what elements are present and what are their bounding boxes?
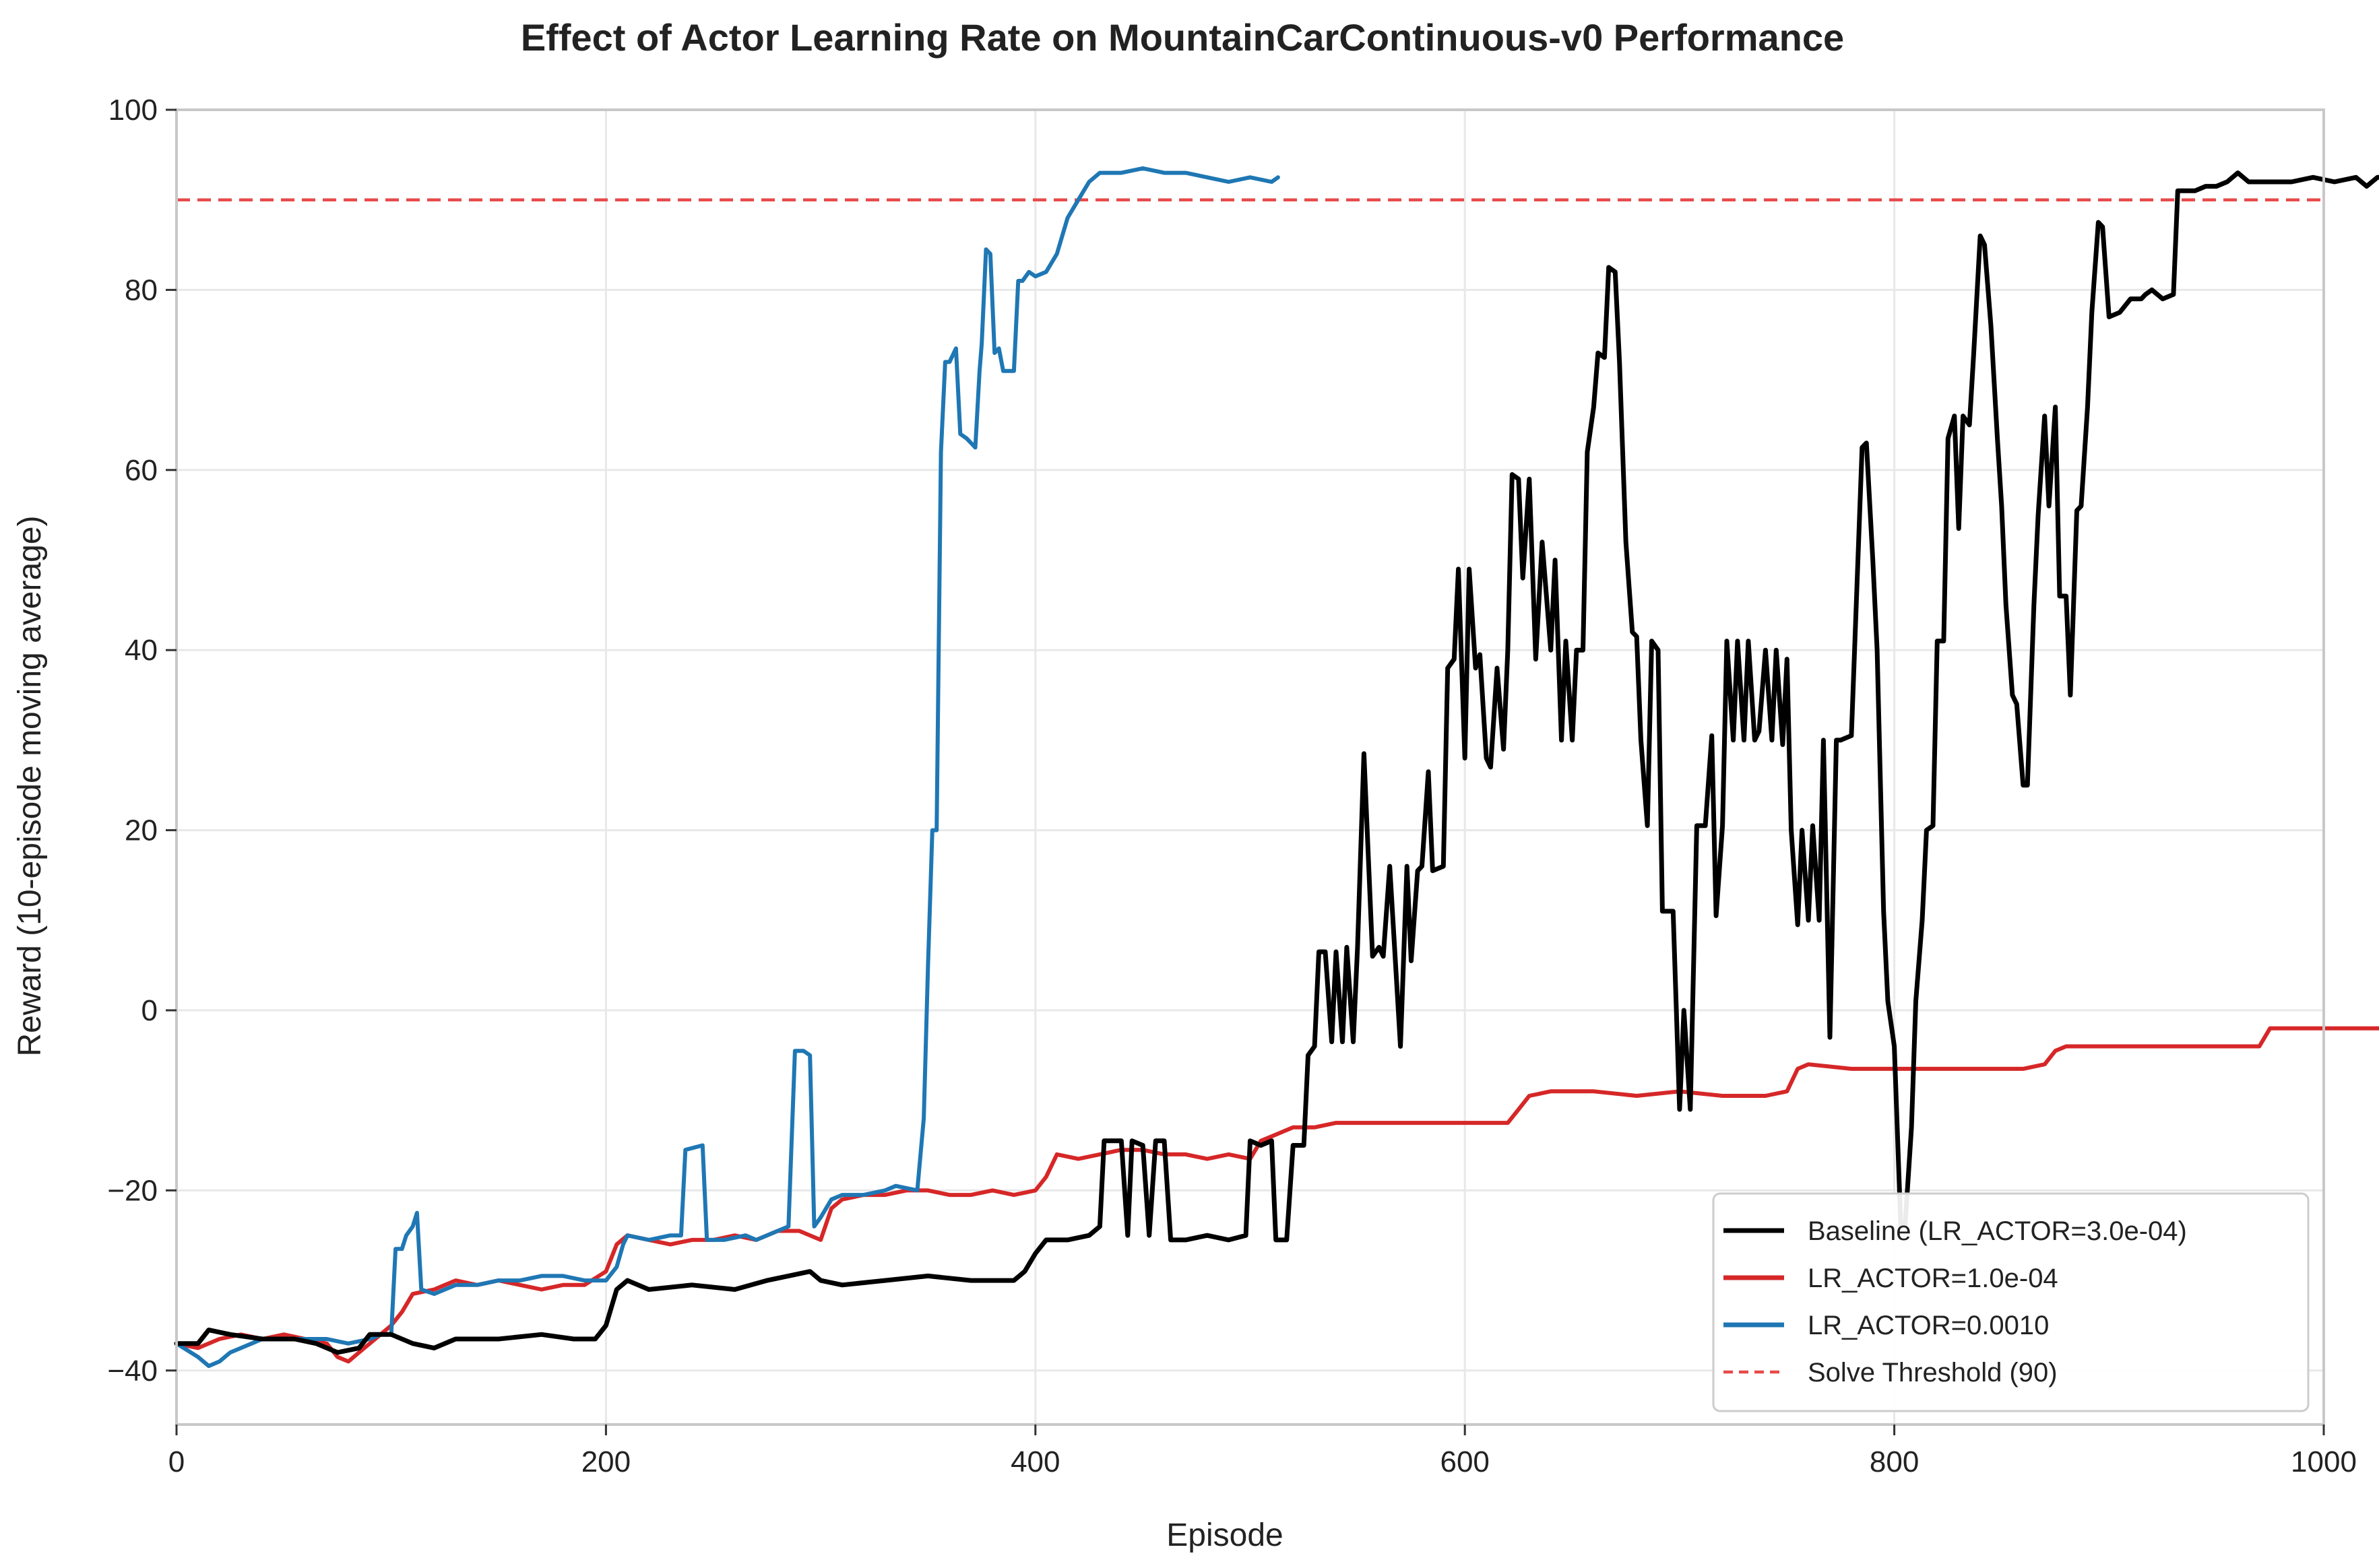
y-tick-label-3: 20 bbox=[125, 814, 158, 847]
y-axis-label: Reward (10-episode moving average) bbox=[12, 515, 48, 1056]
x-tick-label-4: 800 bbox=[1870, 1445, 1919, 1478]
x-tick-label-5: 1000 bbox=[2291, 1445, 2357, 1478]
chart-title: Effect of Actor Learning Rate on Mountai… bbox=[521, 16, 1844, 59]
series-line-0 bbox=[174, 170, 2379, 1355]
y-tick-label-6: 80 bbox=[125, 273, 158, 306]
y-tick-label-7: 100 bbox=[108, 94, 158, 127]
series-line-2 bbox=[175, 166, 1280, 1369]
legend-label-2: LR_ACTOR=0.0010 bbox=[1808, 1311, 2049, 1340]
plot-frame bbox=[175, 108, 2325, 1426]
y-tick-label-2: 0 bbox=[141, 994, 158, 1027]
x-tick-label-0: 0 bbox=[168, 1445, 185, 1478]
legend-label-1: LR_ACTOR=1.0e-04 bbox=[1808, 1264, 2058, 1293]
legend-box bbox=[1712, 1192, 2310, 1412]
y-tick-label-0: −40 bbox=[107, 1354, 158, 1387]
legend-label-3: Solve Threshold (90) bbox=[1808, 1358, 2058, 1387]
y-tick-label-4: 40 bbox=[125, 634, 158, 667]
x-axis-label: Episode bbox=[1166, 1517, 1283, 1553]
legend-label-0: Baseline (LR_ACTOR=3.0e-04) bbox=[1808, 1216, 2187, 1246]
x-tick-label-3: 600 bbox=[1440, 1445, 1489, 1478]
series-lines bbox=[174, 166, 2379, 1369]
legend: Baseline (LR_ACTOR=3.0e-04) LR_ACTOR=1.0e… bbox=[1712, 1192, 2310, 1412]
x-tick-label-1: 200 bbox=[581, 1445, 631, 1478]
y-tick-label-5: 60 bbox=[125, 454, 158, 487]
series-line-1 bbox=[175, 1026, 2379, 1364]
y-tick-label-1: −20 bbox=[107, 1174, 158, 1207]
axes: 0 200 400 600 800 1000 −40 −20 0 20 40 60 80 100 bbox=[107, 94, 2357, 1478]
x-tick-label-2: 400 bbox=[1011, 1445, 1060, 1478]
